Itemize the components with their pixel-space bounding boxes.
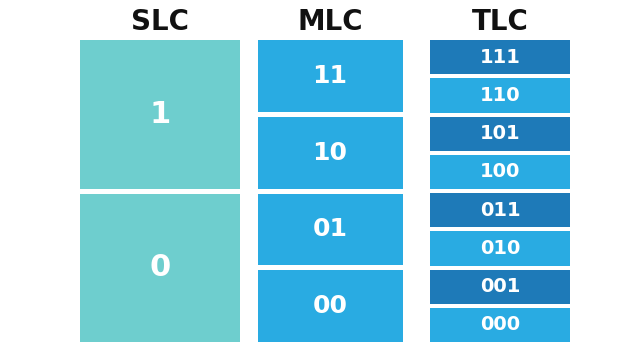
Text: 00: 00 (312, 294, 348, 318)
Text: 0: 0 (149, 253, 171, 282)
FancyBboxPatch shape (257, 40, 403, 112)
Text: 1: 1 (149, 100, 171, 129)
FancyBboxPatch shape (430, 117, 570, 151)
FancyBboxPatch shape (430, 78, 570, 112)
FancyBboxPatch shape (430, 40, 570, 74)
Text: 01: 01 (312, 217, 348, 241)
Text: SLC: SLC (131, 8, 189, 36)
FancyBboxPatch shape (80, 194, 240, 342)
Text: 011: 011 (480, 201, 520, 220)
FancyBboxPatch shape (257, 117, 403, 189)
FancyBboxPatch shape (430, 270, 570, 304)
FancyBboxPatch shape (257, 194, 403, 265)
FancyBboxPatch shape (257, 270, 403, 342)
Text: 110: 110 (480, 86, 520, 105)
FancyBboxPatch shape (430, 193, 570, 227)
Text: 000: 000 (480, 315, 520, 334)
FancyBboxPatch shape (430, 308, 570, 342)
Text: MLC: MLC (297, 8, 363, 36)
Text: 010: 010 (480, 239, 520, 258)
FancyBboxPatch shape (430, 231, 570, 266)
FancyBboxPatch shape (80, 40, 240, 189)
Text: 100: 100 (480, 162, 520, 181)
Text: TLC: TLC (472, 8, 529, 36)
FancyBboxPatch shape (430, 155, 570, 189)
Text: 001: 001 (480, 277, 520, 296)
Text: 10: 10 (312, 141, 348, 165)
Text: 111: 111 (479, 48, 520, 67)
Text: 101: 101 (480, 124, 520, 143)
Text: 11: 11 (312, 64, 348, 88)
